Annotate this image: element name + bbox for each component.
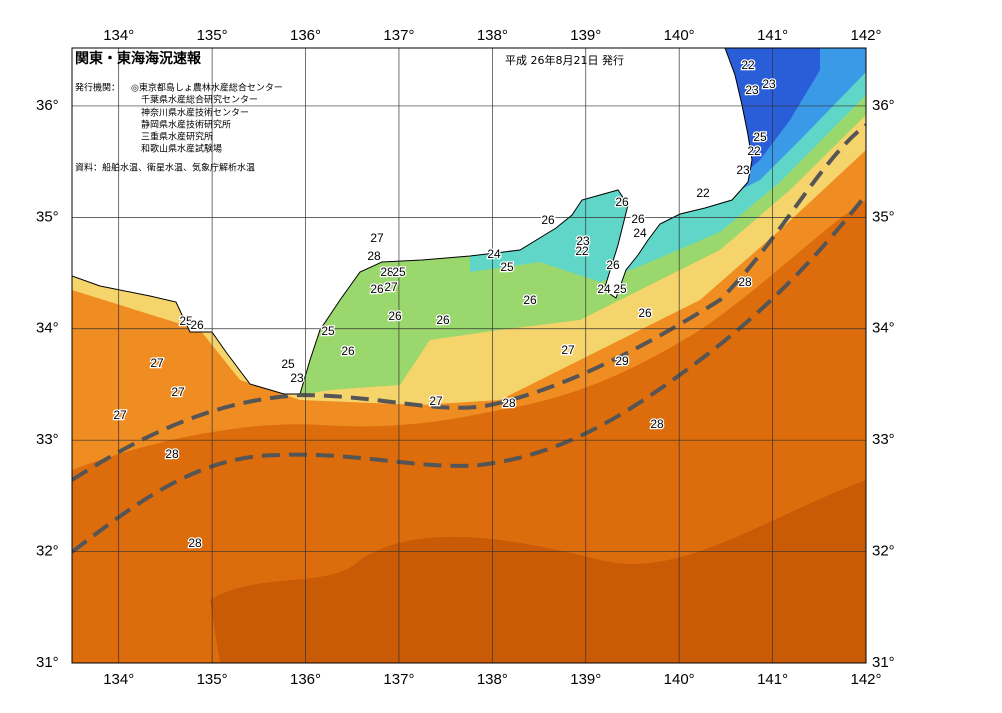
contour-label: 28	[188, 536, 202, 550]
contour-label: 26	[541, 213, 555, 227]
issuer: ◎東京都島しょ農林水産総合センター	[131, 82, 283, 94]
contour-label: 26	[638, 306, 652, 320]
contour-label: 22	[575, 244, 589, 258]
lat-label-left: 32°	[36, 543, 59, 560]
lon-label-bottom: 134°	[103, 671, 134, 688]
title: 関東・東海海況速報	[75, 50, 202, 67]
frame	[71, 47, 867, 664]
lat-label-left: 34°	[36, 320, 59, 337]
contour-label: 27	[113, 408, 127, 422]
issuer: 三重県水産研究所	[141, 131, 213, 143]
lon-label-bottom: 142°	[850, 671, 881, 688]
lon-label-bottom: 140°	[664, 671, 695, 688]
lon-label-top: 141°	[757, 27, 788, 44]
contour-label: 26	[436, 313, 450, 327]
contour-label: 22	[747, 144, 761, 158]
contour-label: 29	[615, 354, 629, 368]
lon-label-bottom: 136°	[290, 671, 321, 688]
issuer: 千葉県水産総合研究センター	[141, 94, 258, 106]
contour-label: 25	[321, 324, 335, 338]
contour-label: 26	[631, 212, 645, 226]
issuers-label: 発行機関：	[75, 82, 120, 94]
lon-label-top: 135°	[197, 27, 228, 44]
contour-label: 24	[633, 226, 647, 240]
contour-label: 28	[650, 417, 664, 431]
contour-label: 27	[370, 231, 384, 245]
issuer: 和歌山県水産試験場	[141, 143, 222, 155]
source: 資料：船舶水温、衛星水温、気象庁解析水温	[75, 162, 255, 174]
contour-label: 25	[281, 357, 295, 371]
contour-label: 25	[392, 265, 406, 279]
contour-label: 23	[290, 371, 304, 385]
lon-label-top: 134°	[103, 27, 134, 44]
contour-label: 26	[606, 258, 620, 272]
lat-label-left: 35°	[36, 208, 59, 225]
contour-label: 23	[745, 83, 759, 97]
lat-label-left: 33°	[36, 431, 59, 448]
contour-label: 26	[523, 293, 537, 307]
contour-label: 28	[502, 396, 516, 410]
contour-label: 26	[190, 318, 204, 332]
lat-label-right: 36°	[872, 97, 895, 114]
land	[72, 48, 753, 395]
contour-label: 26	[370, 282, 384, 296]
lon-label-bottom: 141°	[757, 671, 788, 688]
contour-label: 23	[762, 77, 776, 91]
contour-label: 25	[753, 130, 767, 144]
lat-label-left: 31°	[36, 654, 59, 671]
kuroshio-north-edge	[72, 123, 866, 482]
lon-label-top: 142°	[850, 27, 881, 44]
contour-label: 22	[696, 186, 710, 200]
kuroshio-south-edge	[72, 193, 866, 554]
contour-label: 28	[367, 249, 381, 263]
lat-label-right: 32°	[872, 543, 895, 560]
contour-label: 27	[561, 343, 575, 357]
contour-label: 25	[613, 282, 627, 296]
contour-label: 27	[171, 385, 185, 399]
contour-label: 27	[384, 280, 398, 294]
issuer: 神奈川県水産技術センター	[141, 107, 249, 119]
lat-label-right: 35°	[872, 208, 895, 225]
contour-label: 22	[741, 58, 755, 72]
lon-label-top: 139°	[570, 27, 601, 44]
contour-label: 27	[150, 356, 164, 370]
contour-label: 27	[429, 394, 443, 408]
lon-label-bottom: 138°	[477, 671, 508, 688]
contour-label: 26	[615, 195, 629, 209]
contour-label: 24	[487, 247, 501, 261]
map-body	[72, 48, 866, 663]
contour-label: 23	[576, 234, 590, 248]
lat-label-left: 36°	[36, 97, 59, 114]
lon-label-top: 137°	[383, 27, 414, 44]
contour-label: 25	[179, 314, 193, 328]
contour-label: 23	[736, 163, 750, 177]
lon-label-top: 136°	[290, 27, 321, 44]
lon-label-top: 138°	[477, 27, 508, 44]
lat-label-right: 34°	[872, 320, 895, 337]
lat-label-right: 33°	[872, 431, 895, 448]
lon-label-bottom: 135°	[197, 671, 228, 688]
contour-label: 26	[388, 309, 402, 323]
issuer: 静岡県水産技術研究所	[141, 119, 231, 131]
contour-label: 26	[341, 344, 355, 358]
lon-label-bottom: 137°	[383, 671, 414, 688]
lat-label-right: 31°	[872, 654, 895, 671]
contour-label: 28	[738, 275, 752, 289]
lon-label-bottom: 139°	[570, 671, 601, 688]
warmest-region	[210, 480, 866, 663]
issue-date: 平成 26年8月21日 発行	[505, 53, 624, 67]
lon-label-top: 140°	[664, 27, 695, 44]
warm-region	[72, 200, 866, 663]
contour-label: 25	[500, 260, 514, 274]
contour-label: 24	[597, 282, 611, 296]
contour-label: 28	[165, 447, 179, 461]
contour-label: 28	[380, 265, 394, 279]
